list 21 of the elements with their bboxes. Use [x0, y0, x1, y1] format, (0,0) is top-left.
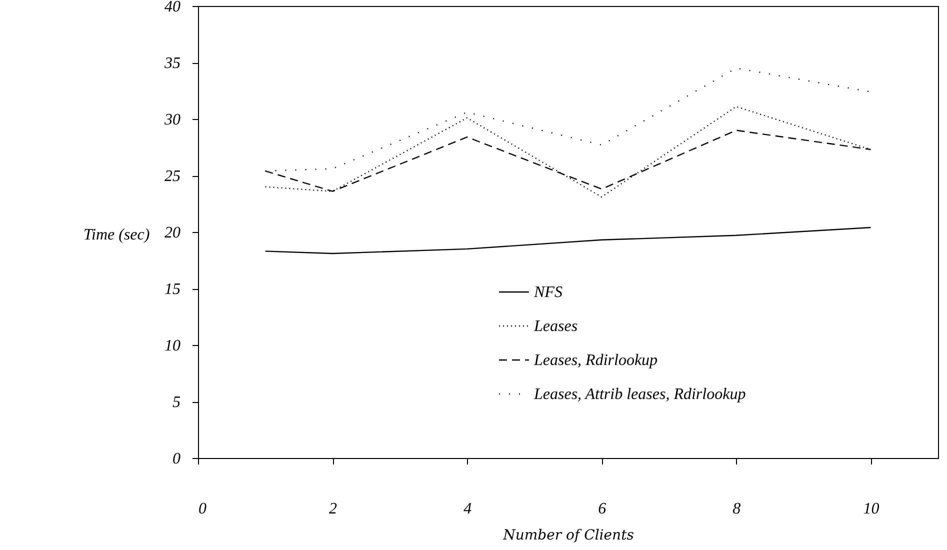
x-tick-label: 2: [329, 500, 338, 518]
x-tick-label: 4: [464, 500, 472, 518]
y-tick-label: 10: [164, 338, 180, 354]
y-tick-label: 30: [164, 112, 180, 128]
x-tick-label: 0: [198, 500, 206, 518]
y-tick-label: 35: [164, 55, 180, 72]
legend-label: Leases, Rdirlookup: [533, 352, 658, 369]
x-tick-label: 10: [863, 500, 880, 518]
legend-label: NFS: [533, 284, 562, 301]
y-tick-label: 20: [164, 224, 180, 242]
legend-label: Leases, Attrib leases, Rdirlookup: [533, 386, 746, 403]
y-tick-label: 5: [172, 394, 180, 411]
y-tick-label: 0: [172, 450, 180, 468]
x-axis-title: Number of Clients: [502, 528, 634, 544]
y-tick-label: 15: [164, 281, 180, 298]
y-tick-label: 25: [164, 168, 180, 185]
x-tick-label: 8: [732, 500, 741, 518]
y-axis-title: Time (sec): [84, 226, 150, 244]
legend-label: Leases: [533, 318, 578, 335]
y-tick-label: 40: [164, 0, 180, 16]
x-tick-label: 6: [598, 500, 606, 518]
